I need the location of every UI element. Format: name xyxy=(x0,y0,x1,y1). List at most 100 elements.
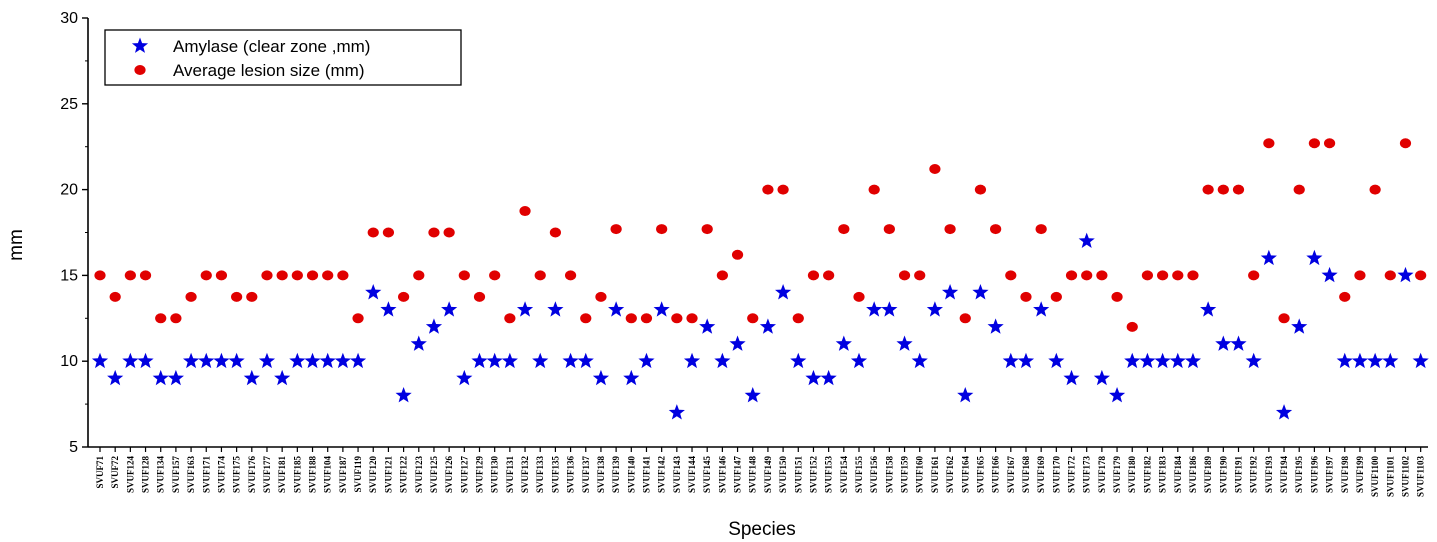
lesion-point xyxy=(337,270,349,281)
lesion-point xyxy=(200,270,212,281)
amylase-point xyxy=(395,387,412,403)
amylase-point xyxy=(1397,266,1414,283)
amylase-point xyxy=(152,369,169,386)
x-tick-label: SVUF168 xyxy=(1021,456,1031,494)
lesion-point xyxy=(823,270,835,281)
amylase-point xyxy=(91,352,109,369)
lesion-point xyxy=(701,224,713,235)
x-tick-label: SVUF199 xyxy=(1355,456,1365,494)
amylase-point xyxy=(592,369,610,386)
amylase-point xyxy=(896,335,913,351)
amylase-point xyxy=(441,301,458,317)
x-tick-label: SVUF172 xyxy=(1067,456,1077,494)
lesion-point xyxy=(534,270,546,281)
amylase-point xyxy=(668,404,685,420)
lesion-point xyxy=(929,164,941,175)
amylase-point xyxy=(1291,318,1308,334)
lesion-point xyxy=(1323,138,1336,149)
x-tick-label: SVUF147 xyxy=(733,456,743,494)
lesion-point xyxy=(413,270,425,281)
lesion-point xyxy=(443,227,455,238)
lesion-point xyxy=(807,270,820,281)
x-tick-label: SVUF174 xyxy=(216,456,226,494)
amylase-point xyxy=(1184,352,1202,369)
lesion-point xyxy=(686,313,698,324)
x-tick-label: SVUF194 xyxy=(1279,456,1289,494)
x-tick-label: SVUF162 xyxy=(945,456,955,494)
x-tick-label: SVUF152 xyxy=(808,456,818,494)
lesion-point xyxy=(777,184,789,195)
amylase-point xyxy=(1336,352,1353,369)
x-tick-label: SVUF134 xyxy=(156,456,166,494)
lesion-point xyxy=(564,270,577,281)
amylase-point xyxy=(881,301,898,317)
amylase-point xyxy=(775,284,792,300)
legend-marker-lesion xyxy=(134,65,146,75)
x-tick-label: SVUF164 xyxy=(960,456,970,494)
x-tick-label: SVUF142 xyxy=(657,456,667,494)
lesion-point xyxy=(1248,270,1260,281)
amylase-point xyxy=(304,352,321,369)
amylase-point xyxy=(167,369,184,386)
amylase-point xyxy=(349,352,367,369)
x-tick-label: SVUF1102 xyxy=(1400,456,1410,498)
x-tick-label: SVUF120 xyxy=(368,456,378,494)
lesion-point xyxy=(124,270,136,281)
lesion-point xyxy=(231,291,243,302)
amylase-point xyxy=(243,369,260,386)
amylase-point xyxy=(957,387,974,403)
amylase-point xyxy=(107,369,124,386)
lesion-point xyxy=(1020,291,1032,302)
x-tick-label: SVUF137 xyxy=(581,456,591,494)
x-tick-label: SVUF191 xyxy=(1234,456,1244,494)
x-tick-label: SVUF136 xyxy=(566,456,576,494)
lesion-point xyxy=(382,227,395,238)
lesion-point xyxy=(762,184,774,195)
x-tick-label: SVUF150 xyxy=(778,456,788,494)
x-tick-label: SVUF181 xyxy=(277,456,287,494)
lesion-point xyxy=(853,291,865,302)
lesion-point xyxy=(625,313,637,324)
x-tick-label: SVUF175 xyxy=(232,456,242,494)
amylase-point xyxy=(683,352,701,369)
lesion-point xyxy=(504,313,516,324)
x-tick-label: SVUF125 xyxy=(429,456,439,494)
x-tick-label: SVUF169 xyxy=(1036,456,1046,494)
lesion-point xyxy=(1050,291,1062,302)
lesion-point xyxy=(1308,138,1320,149)
lesion-point xyxy=(868,184,880,195)
amylase-point xyxy=(1093,369,1110,386)
x-tick-label: SVUF72 xyxy=(110,456,120,489)
lesion-point xyxy=(519,206,531,217)
x-tick-label: SVUF133 xyxy=(535,456,545,494)
amylase-point xyxy=(972,284,989,300)
x-tick-label: SVUF1100 xyxy=(1370,456,1380,498)
amylase-point xyxy=(1169,352,1186,369)
amylase-point xyxy=(1139,352,1156,369)
lesion-point xyxy=(1081,270,1093,281)
amylase-point xyxy=(926,301,943,317)
amylase-point xyxy=(1154,352,1171,369)
x-tick-label: SVUF196 xyxy=(1309,456,1319,494)
lesion-point xyxy=(352,313,364,324)
lesion-point xyxy=(1415,270,1427,281)
x-tick-label: SVUF179 xyxy=(1112,456,1122,494)
legend-label-lesion: Average lesion size (mm) xyxy=(173,61,364,80)
lesion-point xyxy=(1399,138,1412,149)
x-tick-label: SVUF197 xyxy=(1325,456,1335,494)
lesion-point xyxy=(1172,270,1184,281)
lesion-point xyxy=(1126,321,1138,332)
amylase-point xyxy=(653,301,670,317)
amylase-point xyxy=(456,369,473,386)
amylase-point xyxy=(1215,335,1232,351)
lesion-point xyxy=(306,270,319,281)
amylase-point xyxy=(137,352,154,369)
amylase-point xyxy=(987,318,1004,334)
amylase-point xyxy=(319,352,336,369)
x-tick-label: SVUF177 xyxy=(262,456,272,494)
x-tick-label: SVUF148 xyxy=(748,456,758,494)
amylase-point xyxy=(1108,387,1126,403)
lesion-point xyxy=(898,270,911,281)
lesion-point xyxy=(838,224,850,235)
lesion-point xyxy=(276,270,288,281)
